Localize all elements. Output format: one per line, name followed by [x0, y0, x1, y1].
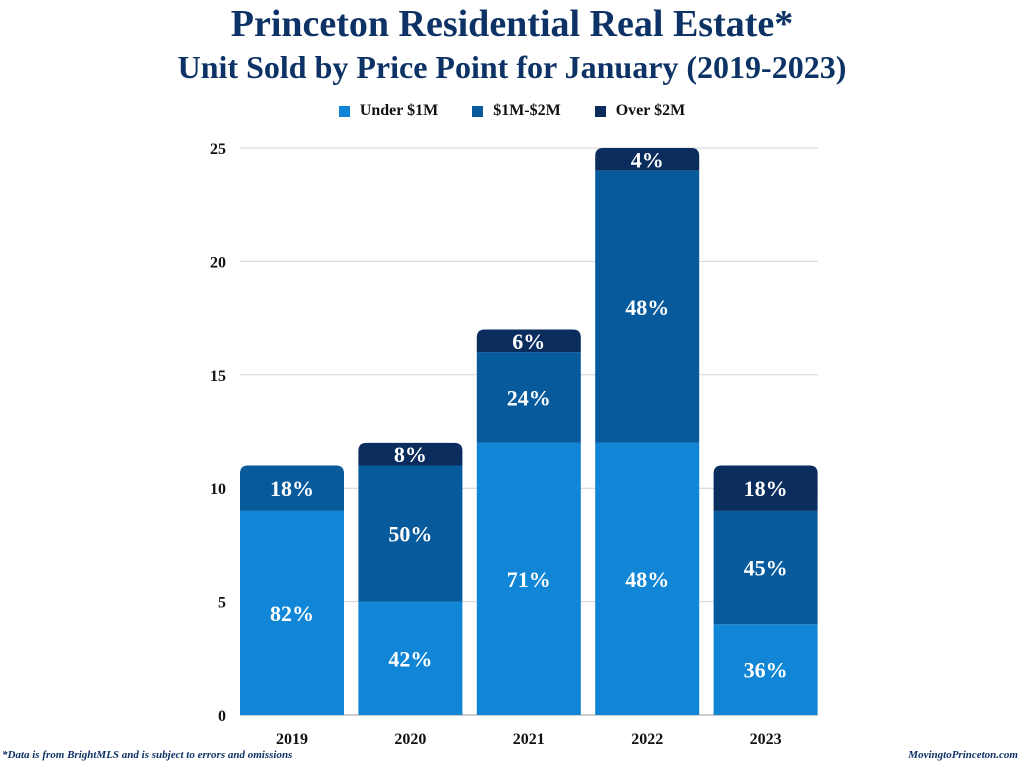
- bar-segment: [240, 510, 344, 715]
- data-label: 6%: [512, 329, 545, 354]
- bar-segment: [713, 624, 818, 715]
- x-tick-label: 2019: [276, 731, 308, 748]
- bar-segment: [358, 601, 463, 715]
- legend-swatch: [338, 105, 350, 117]
- data-label: 48%: [625, 295, 669, 320]
- y-tick-label: 0: [218, 708, 226, 725]
- y-tick-label: 20: [210, 254, 226, 271]
- y-tick-label: 25: [210, 141, 226, 158]
- x-tick-label: 2023: [750, 731, 782, 748]
- data-label: 48%: [625, 567, 669, 592]
- footnote: *Data is from BrightMLS and is subject t…: [2, 749, 293, 761]
- legend-label: $1M-$2M: [493, 102, 561, 119]
- data-label: 18%: [744, 476, 788, 501]
- legend-swatch: [594, 105, 606, 117]
- data-label: 71%: [507, 567, 551, 592]
- legend-item: $1M-$2M: [472, 102, 561, 120]
- data-label: 45%: [744, 556, 788, 581]
- bar-segment: [476, 329, 581, 353]
- bar-segment: [713, 510, 818, 625]
- bar-segment: [713, 465, 818, 511]
- legend-label: Over $2M: [615, 102, 686, 119]
- data-label: 42%: [388, 646, 432, 671]
- bar-segment: [595, 442, 700, 715]
- data-label: 18%: [270, 476, 314, 501]
- bar-segment: [358, 465, 463, 602]
- bar-segment: [476, 352, 581, 443]
- bar-segment: [595, 148, 700, 171]
- legend: Under $1M $1M-$2M Over $2M: [0, 102, 1024, 120]
- legend-item: Over $2M: [594, 102, 686, 120]
- data-label: 50%: [388, 522, 432, 547]
- data-label: 4%: [631, 147, 664, 172]
- data-label: 82%: [270, 601, 314, 626]
- legend-label: Under $1M: [359, 102, 439, 119]
- legend-item: Under $1M: [338, 102, 439, 120]
- chart-title: Princeton Residential Real Estate*: [230, 3, 794, 45]
- legend-swatch: [472, 105, 484, 117]
- data-label: 24%: [507, 385, 551, 410]
- y-tick-label: 10: [210, 481, 226, 498]
- bar-segment: [595, 170, 700, 443]
- bar-segment: [358, 442, 463, 466]
- x-tick-label: 2022: [631, 731, 663, 748]
- y-tick-label: 15: [210, 368, 226, 385]
- data-label: 8%: [394, 442, 427, 467]
- chart-subtitle: Unit Sold by Price Point for January (20…: [177, 49, 847, 85]
- x-tick-label: 2021: [513, 731, 545, 748]
- source-credit: MovingtoPrinceton.com: [908, 749, 1018, 761]
- data-label: 36%: [744, 658, 788, 683]
- y-tick-label: 5: [218, 595, 226, 612]
- bar-segment: [240, 465, 344, 511]
- x-tick-label: 2020: [394, 731, 426, 748]
- bar-segment: [476, 442, 581, 715]
